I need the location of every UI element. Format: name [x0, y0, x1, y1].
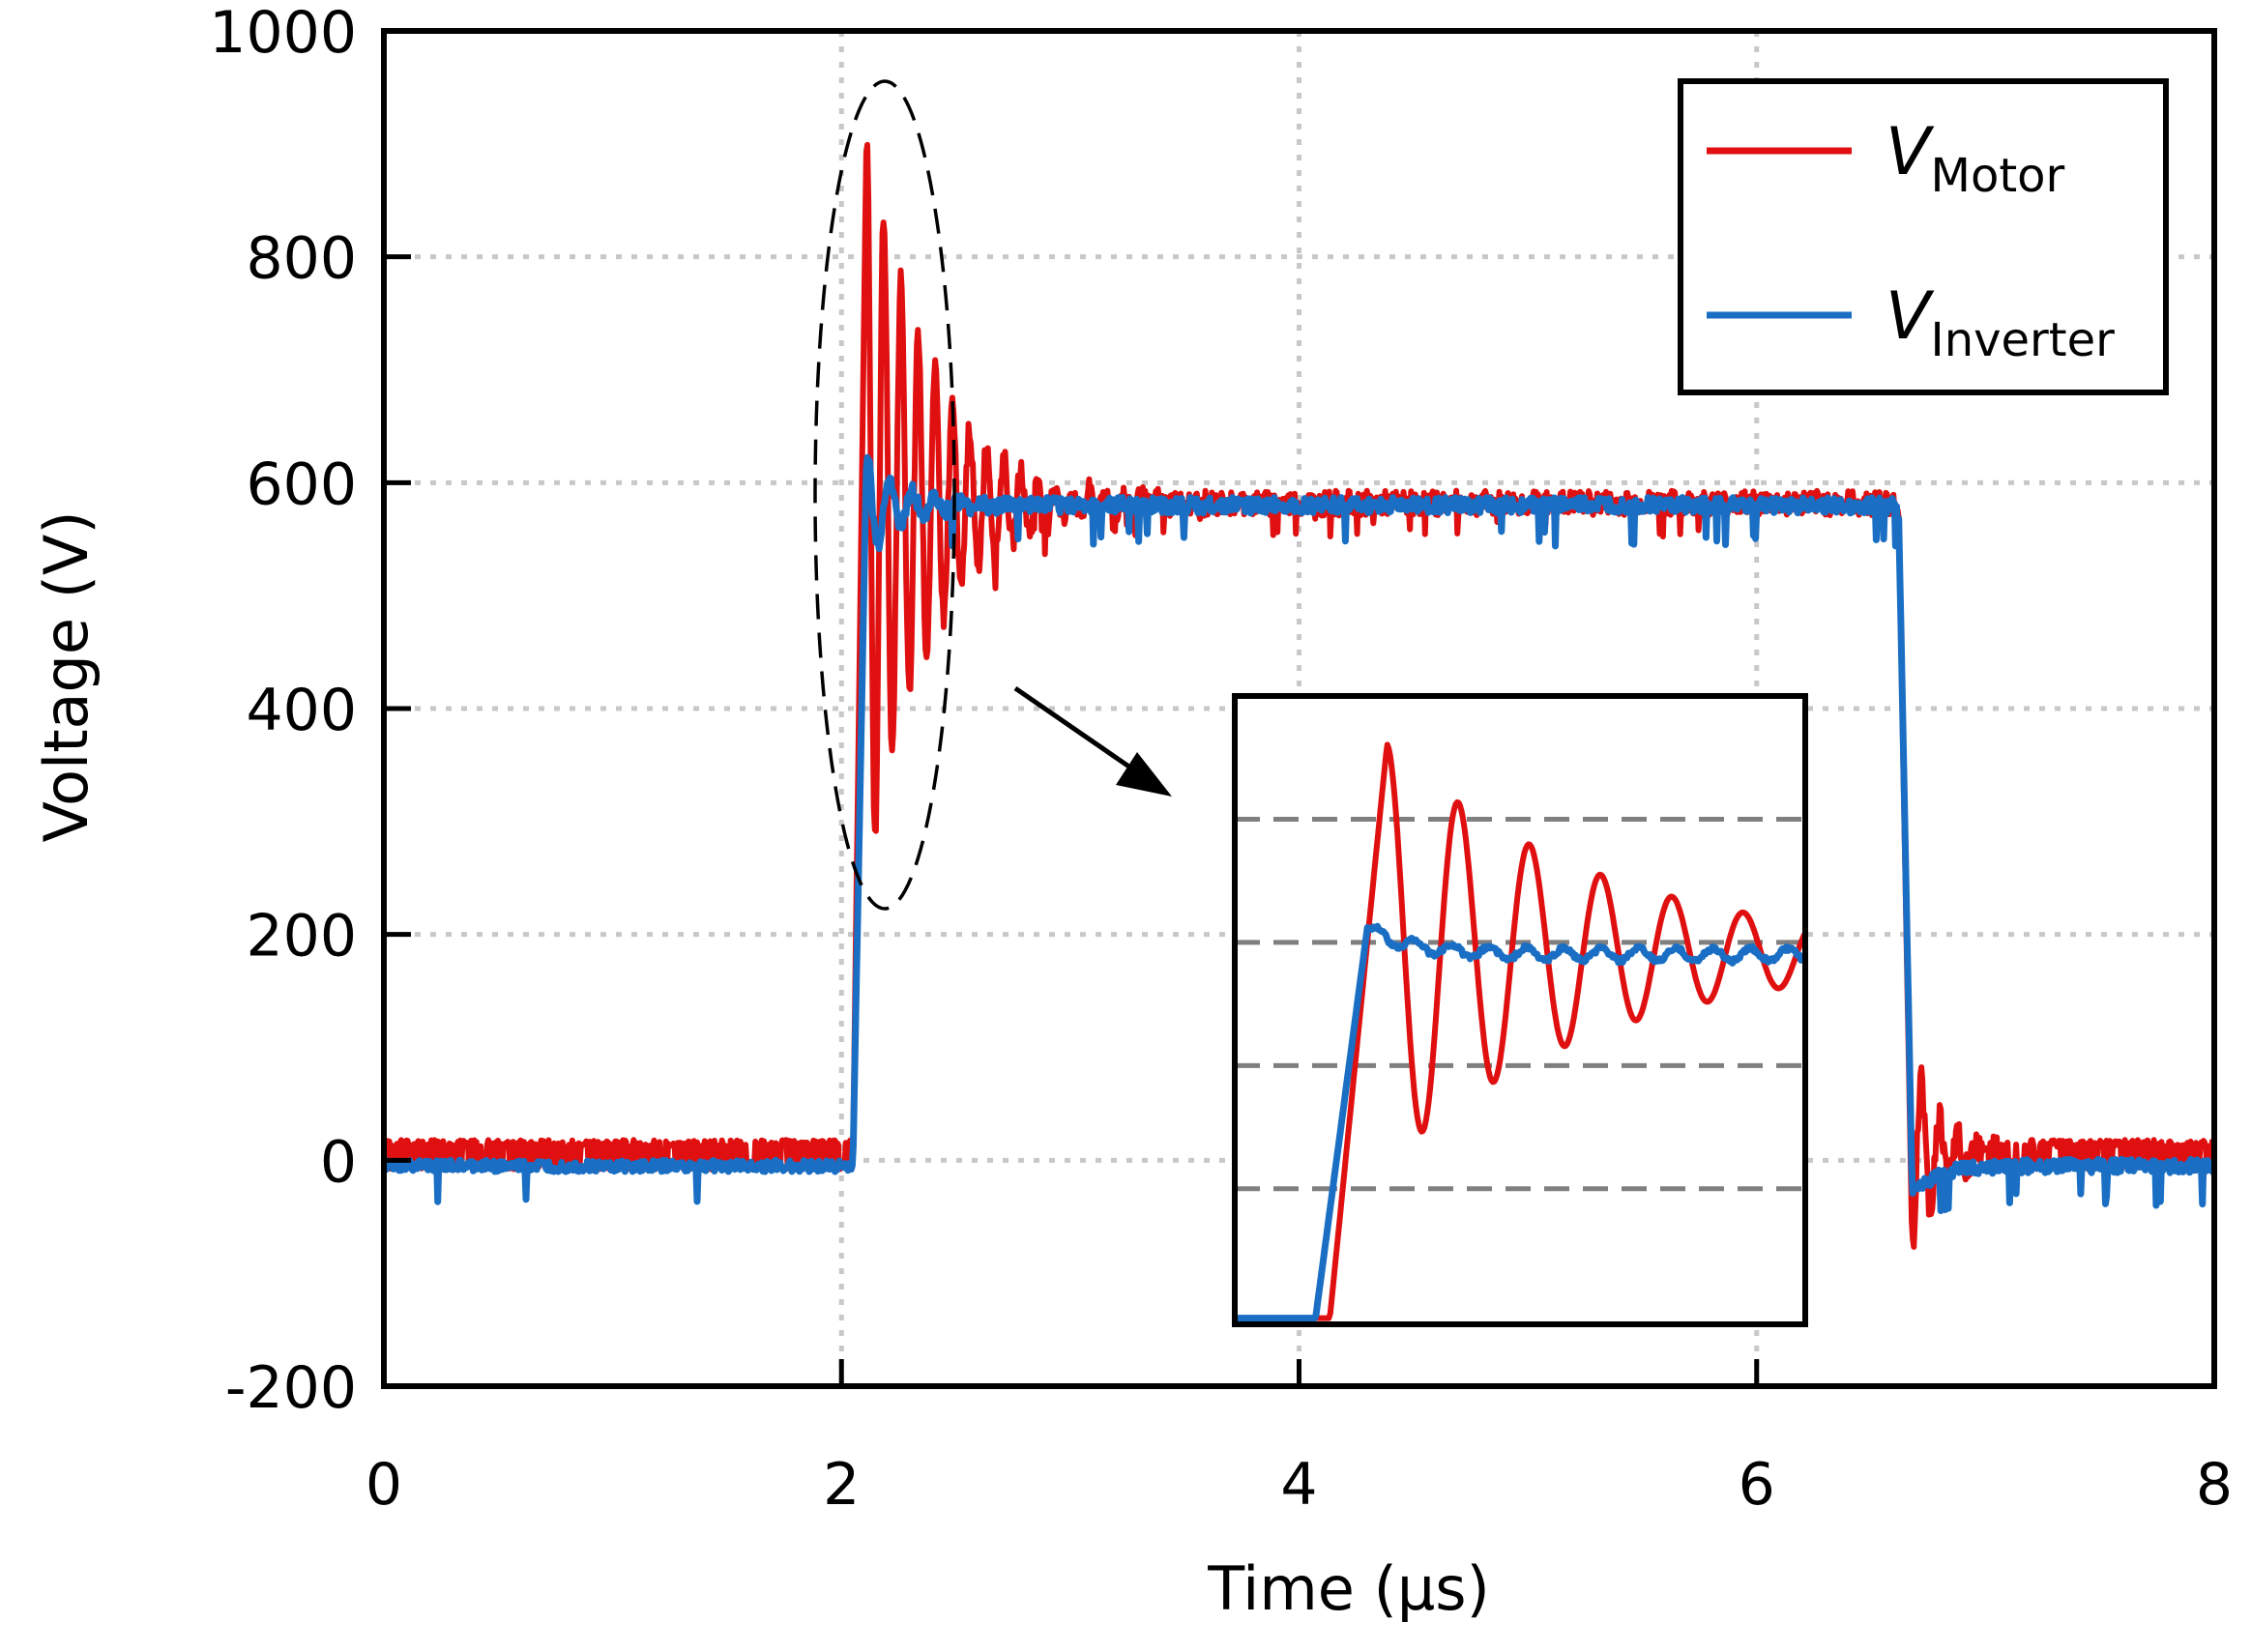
- axis-ticks: [381, 28, 2217, 1389]
- x-tick-label: 2: [823, 1451, 860, 1519]
- inset-series-inverter: [1233, 922, 1809, 1322]
- y-axis-title: Voltage (V): [31, 510, 102, 842]
- legend-label-inverter: VInverter: [1886, 278, 2115, 367]
- y-tick-label: 1000: [209, 0, 357, 67]
- highlight-ellipse: [813, 79, 956, 911]
- y-tick-label: 400: [246, 677, 357, 744]
- y-tick-label: 0: [320, 1128, 357, 1196]
- x-tick-label: 8: [2196, 1451, 2233, 1519]
- y-tick-label: -200: [225, 1354, 357, 1422]
- x-axis-title: Time (µs): [1207, 1553, 1490, 1624]
- legend-label-motor: VMotor: [1886, 114, 2065, 203]
- x-tick-label: 0: [365, 1451, 402, 1519]
- x-tick-label: 4: [1280, 1451, 1317, 1519]
- legend: VMotor VInverter: [1678, 78, 2169, 395]
- y-tick-label: 200: [246, 903, 357, 971]
- series-layer: [380, 141, 2218, 1250]
- series-line-inverter: [380, 453, 2218, 1214]
- zoom-inset: [1232, 693, 1809, 1327]
- zoom-arrow: [1013, 685, 1172, 797]
- legend-box: [1678, 78, 2169, 395]
- x-tick-label: 6: [1739, 1451, 1775, 1519]
- inset-series-motor: [1233, 741, 1808, 1321]
- y-tick-label: 800: [246, 225, 357, 293]
- y-tick-label: 600: [246, 450, 357, 518]
